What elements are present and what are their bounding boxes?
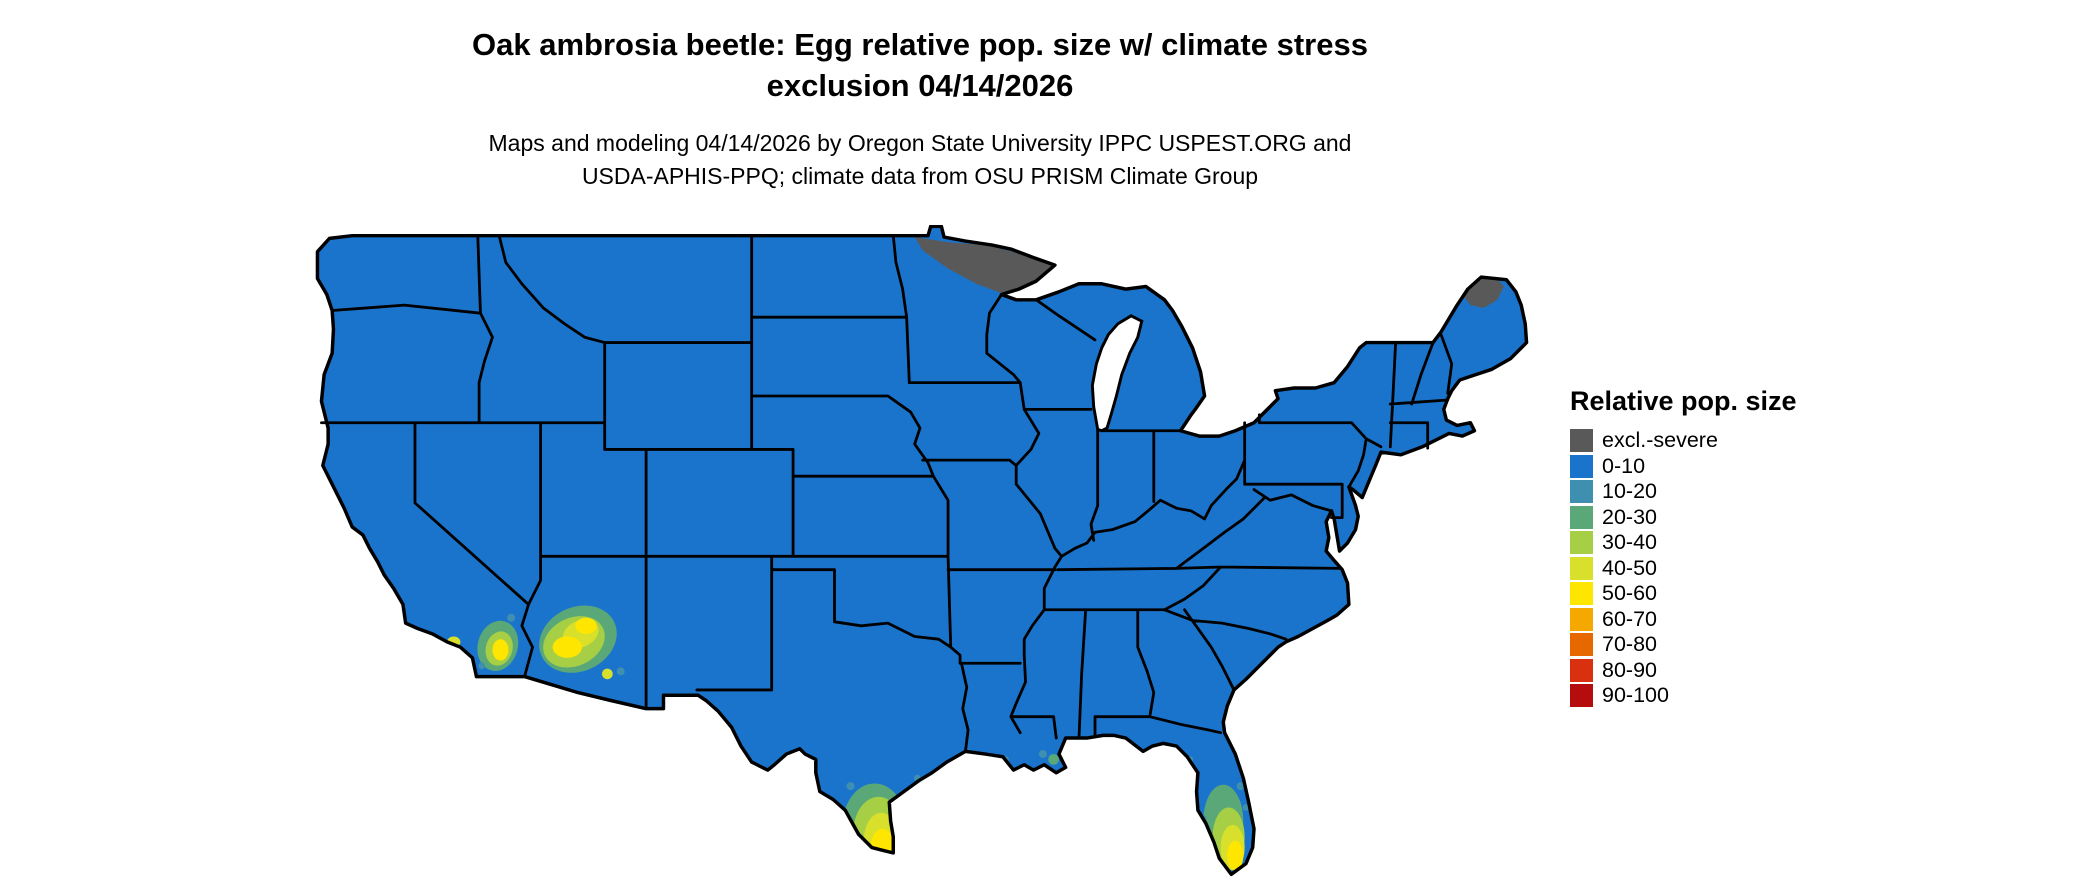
severe-region-minnesota bbox=[914, 237, 1054, 294]
figure-title-line1: Oak ambrosia beetle: Egg relative pop. s… bbox=[472, 27, 1368, 62]
legend-item: 60-70 bbox=[1570, 607, 1797, 633]
legend-label: 60-70 bbox=[1602, 606, 1657, 631]
legend-swatch bbox=[1570, 658, 1593, 682]
legend-label: 20-30 bbox=[1602, 504, 1657, 529]
legend-swatch bbox=[1570, 429, 1593, 453]
legend: Relative pop. size excl.-severe 0-10 10-… bbox=[1570, 386, 1797, 709]
legend-swatch bbox=[1570, 633, 1593, 657]
us-map-svg bbox=[315, 225, 1529, 877]
legend-swatch bbox=[1570, 582, 1593, 606]
legend-swatch bbox=[1570, 505, 1593, 529]
us-outline bbox=[315, 225, 1529, 877]
legend-swatch bbox=[1570, 454, 1593, 478]
state-borders bbox=[320, 234, 1454, 753]
legend-item: 50-60 bbox=[1570, 581, 1797, 607]
legend-item: 90-100 bbox=[1570, 683, 1797, 709]
legend-item: 70-80 bbox=[1570, 632, 1797, 658]
legend-swatch bbox=[1570, 684, 1593, 708]
us-map bbox=[310, 225, 1530, 885]
legend-item: 80-90 bbox=[1570, 658, 1797, 684]
legend-item: 30-40 bbox=[1570, 530, 1797, 556]
legend-label: 70-80 bbox=[1602, 632, 1657, 657]
legend-label: 90-100 bbox=[1602, 683, 1669, 708]
lake-michigan bbox=[1090, 314, 1144, 433]
legend-label: 80-90 bbox=[1602, 657, 1657, 682]
figure-subtitle-line2: USDA-APHIS-PPQ; climate data from OSU PR… bbox=[581, 163, 1259, 189]
legend-label: 50-60 bbox=[1602, 581, 1657, 606]
legend-item: 40-50 bbox=[1570, 556, 1797, 582]
legend-swatch bbox=[1570, 556, 1593, 580]
figure-title-line2: exclusion 04/14/2026 bbox=[766, 68, 1074, 103]
legend-swatch bbox=[1570, 607, 1593, 631]
legend-swatch bbox=[1570, 531, 1593, 555]
legend-item: 0-10 bbox=[1570, 454, 1797, 480]
map-overlays bbox=[447, 237, 1504, 871]
legend-label: 30-40 bbox=[1602, 530, 1657, 555]
legend-label: 40-50 bbox=[1602, 555, 1657, 580]
figure-header: Oak ambrosia beetle: Egg relative pop. s… bbox=[0, 24, 1840, 193]
legend-label: 0-10 bbox=[1602, 453, 1646, 478]
figure-subtitle: Maps and modeling 04/14/2026 by Oregon S… bbox=[0, 127, 1840, 193]
legend-item: excl.-severe bbox=[1570, 428, 1797, 454]
legend-title: Relative pop. size bbox=[1570, 386, 1797, 416]
legend-item: 20-30 bbox=[1570, 505, 1797, 531]
legend-item: 10-20 bbox=[1570, 479, 1797, 505]
figure-subtitle-line1: Maps and modeling 04/14/2026 by Oregon S… bbox=[488, 130, 1352, 156]
legend-swatch bbox=[1570, 480, 1593, 504]
legend-label: 10-20 bbox=[1602, 479, 1657, 504]
legend-label: excl.-severe bbox=[1602, 428, 1718, 453]
